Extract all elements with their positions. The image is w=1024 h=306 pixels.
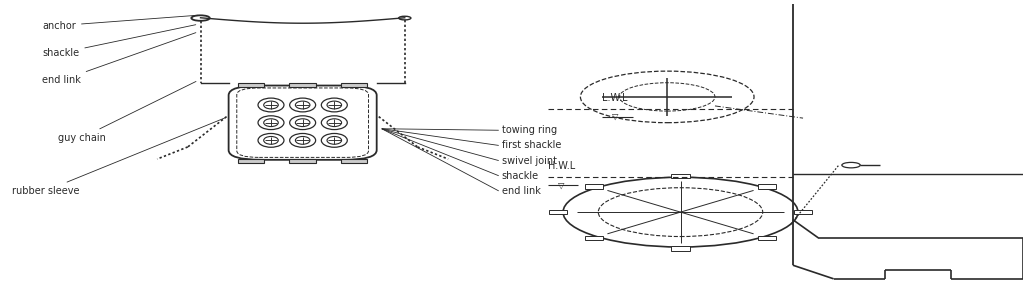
Ellipse shape [290,98,315,112]
Bar [549,210,567,214]
Ellipse shape [264,101,279,109]
Circle shape [563,177,798,247]
Text: swivel joint: swivel joint [502,155,557,166]
Text: L.W.L: L.W.L [602,93,628,103]
Bar [238,159,264,162]
Bar [290,159,316,162]
Bar [758,184,776,188]
Ellipse shape [322,133,347,147]
Bar [758,236,776,240]
Text: first shackle: first shackle [502,140,561,151]
Ellipse shape [295,136,310,144]
Bar [341,159,368,162]
Bar [794,210,812,214]
Ellipse shape [295,119,310,127]
Text: guy chain: guy chain [57,81,196,143]
Circle shape [620,83,715,111]
Ellipse shape [290,116,315,129]
Bar [341,83,368,87]
Circle shape [598,188,763,237]
Bar [585,184,603,188]
Text: shackle: shackle [42,25,196,58]
Ellipse shape [258,116,284,129]
Text: ▽: ▽ [612,112,618,121]
Text: H.W.L: H.W.L [548,161,575,171]
Ellipse shape [322,98,347,112]
FancyBboxPatch shape [237,88,369,157]
Text: towing ring: towing ring [502,125,557,135]
Ellipse shape [258,98,284,112]
Ellipse shape [327,119,342,127]
Bar [238,83,264,87]
Text: ▽: ▽ [558,180,564,189]
Text: end link: end link [42,33,196,85]
Bar [672,174,690,178]
Ellipse shape [290,133,315,147]
Ellipse shape [264,119,279,127]
Circle shape [191,15,210,21]
Ellipse shape [258,133,284,147]
Text: rubber sleeve: rubber sleeve [11,118,225,196]
Circle shape [398,16,411,20]
Ellipse shape [327,136,342,144]
Bar [672,246,690,251]
Ellipse shape [295,101,310,109]
Ellipse shape [327,101,342,109]
Ellipse shape [322,116,347,129]
Bar [585,236,603,240]
Bar [290,83,316,87]
Ellipse shape [264,136,279,144]
Circle shape [842,162,860,168]
Text: end link: end link [502,186,541,196]
Text: anchor: anchor [42,15,198,31]
Circle shape [581,71,754,123]
FancyBboxPatch shape [228,86,377,160]
Text: shackle: shackle [502,171,539,181]
